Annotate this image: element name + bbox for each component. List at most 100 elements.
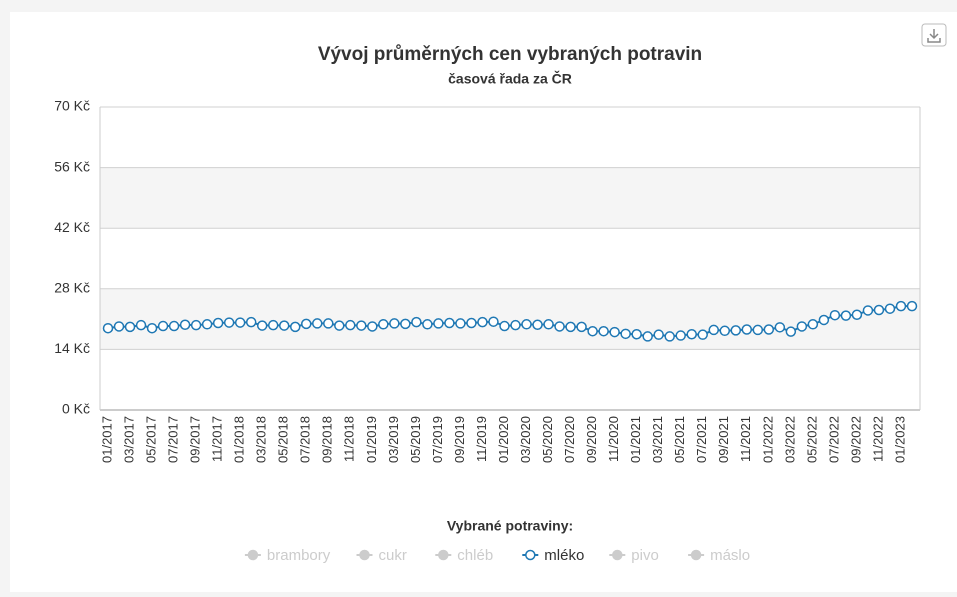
data-point: [477, 316, 488, 328]
data-point: [367, 321, 378, 332]
data-point: [708, 324, 720, 336]
data-point: [256, 320, 268, 331]
x-tick-label: 11/2021: [738, 416, 753, 462]
data-point: [664, 331, 675, 342]
data-point: [334, 320, 345, 331]
data-point: [840, 310, 852, 321]
export-button[interactable]: [921, 23, 947, 47]
legend-item[interactable]: cukr: [356, 547, 407, 564]
x-tick-label: 09/2022: [848, 416, 863, 463]
legend-symbol: [247, 549, 259, 561]
data-point: [741, 324, 753, 335]
data-point: [345, 319, 356, 331]
x-tick-label: 11/2022: [870, 416, 885, 462]
legend-label: máslo: [710, 547, 750, 564]
legend-symbol: [612, 549, 623, 561]
y-tick-label: 0 Kč: [62, 401, 90, 417]
data-point: [620, 328, 631, 340]
data-point: [730, 325, 742, 336]
data-point: [565, 321, 576, 333]
legend-item[interactable]: mléko: [522, 547, 584, 564]
legend-label: mléko: [544, 547, 584, 564]
legend-symbol: [359, 549, 370, 561]
y-tick-label: 14 Kč: [54, 340, 90, 356]
data-point: [245, 316, 257, 328]
data-point: [532, 319, 543, 330]
data-point: [466, 317, 477, 329]
legend-item[interactable]: pivo: [609, 547, 659, 564]
data-point: [862, 305, 874, 316]
data-point: [774, 322, 786, 333]
x-tick-label: 07/2019: [430, 416, 445, 463]
x-tick-label: 09/2018: [320, 416, 335, 463]
x-tick-label: 03/2017: [121, 416, 136, 463]
data-point: [587, 325, 598, 337]
x-tick-label: 05/2018: [276, 416, 291, 463]
y-tick-label: 70 Kč: [54, 98, 90, 114]
data-point: [576, 321, 587, 333]
x-tick-label: 07/2018: [298, 416, 313, 463]
x-tick-label: 11/2019: [474, 416, 489, 462]
data-point: [873, 304, 885, 316]
data-point: [201, 319, 213, 330]
data-point: [686, 329, 697, 340]
data-point: [499, 320, 510, 332]
data-point: [135, 319, 147, 331]
y-tick-label: 42 Kč: [54, 219, 90, 235]
x-tick-label: 03/2018: [254, 416, 269, 463]
data-point: [609, 326, 620, 338]
x-tick-label: 07/2022: [826, 416, 841, 463]
x-tick-label: 11/2017: [210, 416, 225, 462]
data-point: [455, 318, 466, 329]
x-tick-label: 03/2021: [650, 416, 665, 463]
data-point: [796, 321, 808, 332]
data-point: [752, 324, 764, 336]
data-point: [389, 318, 400, 329]
legend-item[interactable]: brambory: [244, 547, 331, 564]
data-point: [146, 322, 158, 334]
legend-symbol: [438, 549, 449, 561]
legend-item[interactable]: máslo: [688, 547, 750, 564]
x-tick-label: 01/2021: [628, 416, 643, 463]
data-point: [422, 319, 433, 330]
data-point: [653, 329, 664, 340]
data-point: [223, 317, 235, 328]
data-point: [190, 319, 202, 331]
x-tick-label: 05/2020: [540, 416, 555, 463]
x-tick-label: 09/2020: [584, 416, 599, 463]
data-point: [157, 320, 169, 332]
plot-band: [100, 167, 920, 229]
x-tick-label: 07/2021: [694, 416, 709, 463]
data-point: [785, 326, 797, 337]
x-tick-label: 05/2021: [672, 416, 687, 463]
data-point: [102, 322, 114, 334]
x-tick-label: 05/2017: [143, 416, 158, 463]
x-tick-label: 01/2020: [496, 416, 511, 463]
data-point: [543, 319, 554, 330]
data-point: [411, 316, 422, 328]
legend-symbol: [525, 549, 536, 561]
data-point: [675, 330, 686, 341]
x-tick-label: 05/2019: [408, 416, 423, 463]
data-point: [179, 319, 191, 330]
data-point: [807, 319, 819, 330]
chart-title: Vývoj průměrných cen vybraných potravin: [318, 44, 702, 65]
data-point: [631, 329, 642, 340]
data-point: [510, 319, 521, 331]
x-tick-label: 01/2018: [232, 416, 247, 463]
data-point: [697, 329, 708, 340]
data-point: [642, 331, 653, 342]
data-point: [851, 309, 863, 321]
legend-label: brambory: [267, 547, 331, 564]
data-point: [113, 321, 125, 332]
data-point: [124, 321, 136, 333]
data-point: [300, 318, 312, 330]
data-point: [444, 317, 455, 329]
x-tick-label: 09/2019: [452, 416, 467, 463]
data-point: [884, 303, 896, 314]
data-point: [719, 325, 731, 337]
x-tick-label: 01/2022: [760, 416, 775, 463]
legend-item[interactable]: chléb: [435, 547, 493, 564]
data-point: [312, 318, 323, 329]
